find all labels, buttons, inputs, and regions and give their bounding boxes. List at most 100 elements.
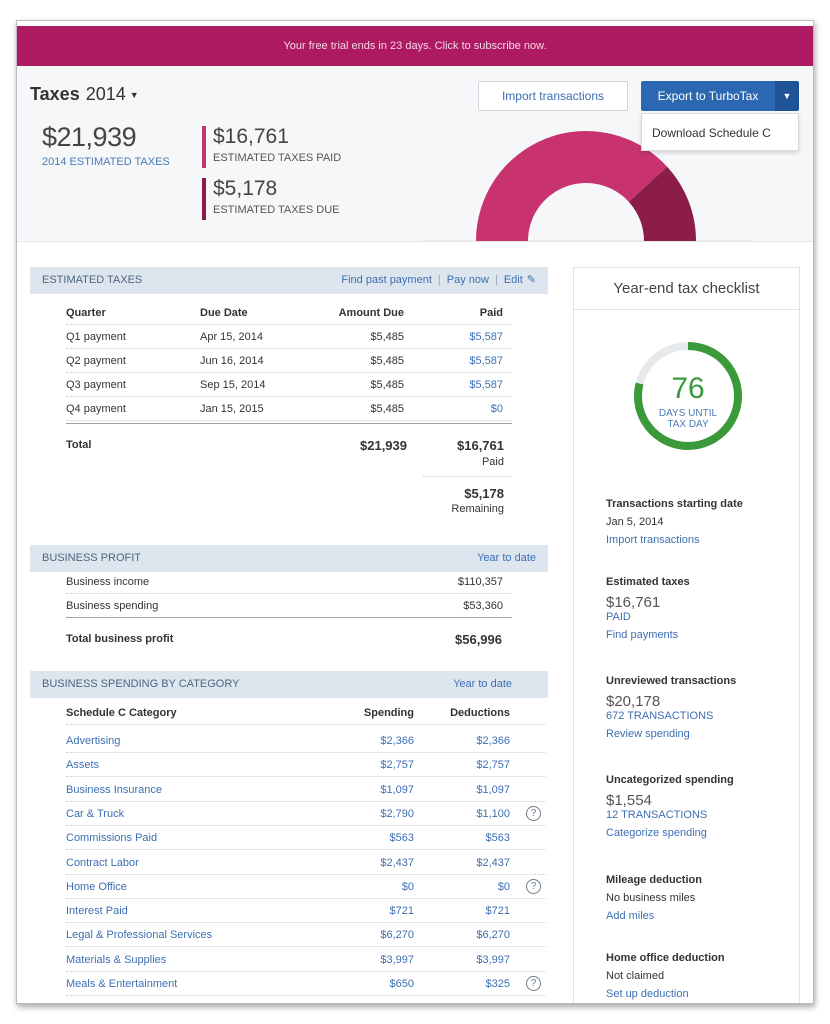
- category-link[interactable]: Contract Labor: [66, 856, 139, 869]
- year-selector[interactable]: 2014: [85, 84, 126, 104]
- review-spending-link[interactable]: Review spending: [606, 728, 690, 740]
- spending-link[interactable]: $2,366: [380, 735, 414, 747]
- trial-banner[interactable]: Your free trial ends in 23 days. Click t…: [17, 26, 813, 66]
- category-link[interactable]: Legal & Professional Services: [66, 929, 213, 942]
- edit-link[interactable]: Edit: [503, 274, 523, 286]
- pencil-icon[interactable]: ✎: [526, 274, 536, 286]
- paid-link[interactable]: $0: [490, 403, 503, 415]
- mileage-heading: Mileage deduction: [606, 874, 702, 886]
- pay-now-link[interactable]: Pay now: [446, 274, 489, 286]
- category-link[interactable]: Home Office: [66, 880, 127, 893]
- spending-link[interactable]: $650: [389, 978, 414, 990]
- col-quarter: Quarter: [66, 307, 106, 319]
- checklist-uncategorized: Uncategorized spending $1,554 12 TRANSAC…: [606, 774, 734, 839]
- estimated-heading: Estimated taxes: [606, 576, 690, 588]
- spending-link[interactable]: $2,790: [380, 807, 414, 820]
- find-payments-link[interactable]: Find payments: [606, 629, 679, 641]
- spending-link[interactable]: $563: [389, 832, 414, 845]
- business-spending-row: Business spending $53,360: [66, 594, 512, 618]
- deductions-link[interactable]: $721: [485, 905, 510, 918]
- category-link[interactable]: Advertising: [66, 735, 121, 747]
- deductions-link[interactable]: $2,366: [476, 735, 510, 747]
- category-link[interactable]: Interest Paid: [66, 905, 128, 918]
- categorize-spending-link[interactable]: Categorize spending: [606, 827, 707, 839]
- deductions-link[interactable]: $563: [485, 832, 510, 845]
- export-turbotax-button[interactable]: Export to TurboTax: [641, 81, 775, 111]
- spending-link[interactable]: $2,757: [380, 759, 414, 772]
- amount-due-cell: $5,485: [370, 355, 404, 367]
- taxes-donut-chart: [421, 130, 751, 242]
- paid-link[interactable]: $5,587: [469, 355, 503, 367]
- paid-link[interactable]: $5,587: [469, 379, 503, 391]
- help-icon[interactable]: ?: [526, 878, 541, 894]
- spending-category-title: BUSINESS SPENDING BY CATEGORY: [42, 678, 240, 690]
- donut-paid-segment: [476, 130, 668, 241]
- business-income-label: Business income: [66, 576, 150, 588]
- spending-link[interactable]: $2,437: [380, 856, 414, 869]
- deductions-link[interactable]: $1,100: [476, 807, 510, 820]
- remaining-divider: [423, 476, 511, 477]
- help-icon[interactable]: ?: [526, 805, 541, 821]
- category-link[interactable]: Materials & Supplies: [66, 953, 167, 966]
- spending-link[interactable]: $3,997: [380, 953, 414, 966]
- checklist-title: Year-end tax checklist: [574, 268, 799, 310]
- chevron-down-icon[interactable]: ▼: [129, 90, 139, 101]
- category-link[interactable]: Commissions Paid: [66, 832, 158, 845]
- import-transactions-button[interactable]: Import transactions: [478, 81, 628, 111]
- deductions-link[interactable]: $2,757: [476, 759, 510, 772]
- import-transactions-link[interactable]: Import transactions: [606, 534, 700, 546]
- category-link[interactable]: Car & Truck: [66, 807, 125, 820]
- checklist-unreviewed: Unreviewed transactions $20,178 672 TRAN…: [606, 675, 736, 740]
- spending-link[interactable]: $1,097: [380, 783, 414, 796]
- spending-link[interactable]: $0: [401, 880, 414, 893]
- category-link[interactable]: Business Insurance: [66, 783, 162, 796]
- deductions-link[interactable]: $0: [497, 880, 510, 893]
- spending-category-period: Year to date: [453, 678, 512, 690]
- category-link[interactable]: Assets: [66, 759, 100, 772]
- business-profit-title: BUSINESS PROFIT: [42, 552, 142, 564]
- quarter-cell: Q2 payment: [66, 355, 126, 367]
- paid-color-bar: [202, 126, 206, 168]
- donut-due-segment: [628, 166, 696, 241]
- total-amount: $21,939: [360, 438, 407, 453]
- estimated-taxes-column-headers: Quarter Due Date Amount Due Paid: [66, 301, 512, 325]
- help-icon[interactable]: ?: [526, 976, 541, 991]
- deductions-link[interactable]: $6,270: [476, 929, 510, 942]
- mileage-text: No business miles: [606, 892, 696, 904]
- export-dropdown-chevron-icon[interactable]: ▼: [775, 81, 799, 111]
- checklist-estimated-taxes: Estimated taxes $16,761 PAID Find paymen…: [606, 576, 690, 641]
- total-divider: [66, 423, 512, 424]
- category-link[interactable]: Meals & Entertainment: [66, 978, 178, 990]
- deductions-link[interactable]: $1,097: [476, 783, 510, 796]
- total-business-profit-value: $56,996: [455, 632, 502, 647]
- spending-link[interactable]: $721: [389, 905, 414, 918]
- business-spending-value: $53,360: [463, 600, 503, 612]
- checklist-mileage: Mileage deduction No business miles Add …: [606, 874, 702, 922]
- due-date-cell: Sep 15, 2014: [200, 379, 266, 391]
- home-office-heading: Home office deduction: [606, 952, 725, 964]
- due-color-bar: [202, 178, 206, 220]
- table-row: Home Office $0 $0?: [66, 875, 546, 899]
- uncategorized-value: $1,554: [606, 792, 652, 809]
- business-profit-period: Year to date: [477, 552, 536, 564]
- deductions-link[interactable]: $325: [485, 978, 510, 990]
- deductions-link[interactable]: $2,437: [476, 856, 510, 869]
- set-up-deduction-link[interactable]: Set up deduction: [606, 988, 689, 1000]
- add-miles-link[interactable]: Add miles: [606, 910, 655, 922]
- download-schedule-c-menu-item[interactable]: Download Schedule C: [641, 113, 799, 151]
- paid-link[interactable]: $5,587: [469, 331, 503, 343]
- find-past-payment-link[interactable]: Find past payment: [341, 274, 432, 286]
- app-window: Your free trial ends in 23 days. Click t…: [16, 20, 814, 1004]
- table-row: Q2 payment Jun 16, 2014 $5,485 $5,587: [66, 349, 512, 373]
- due-value: $5,178: [213, 177, 278, 200]
- days-until-ring: 76 DAYS UNTIL TAX DAY: [634, 342, 742, 450]
- days-count: 76: [671, 372, 704, 405]
- top-strip: [17, 21, 813, 26]
- checklist-transactions: Transactions starting date Jan 5, 2014 I…: [606, 498, 743, 546]
- business-spending-label: Business spending: [66, 600, 159, 612]
- amount-due-cell: $5,485: [370, 331, 404, 343]
- days-label-line1: DAYS UNTIL: [659, 408, 718, 419]
- deductions-link[interactable]: $3,997: [476, 953, 510, 966]
- spending-link[interactable]: $6,270: [380, 929, 414, 942]
- estimated-value: $16,761: [606, 594, 661, 611]
